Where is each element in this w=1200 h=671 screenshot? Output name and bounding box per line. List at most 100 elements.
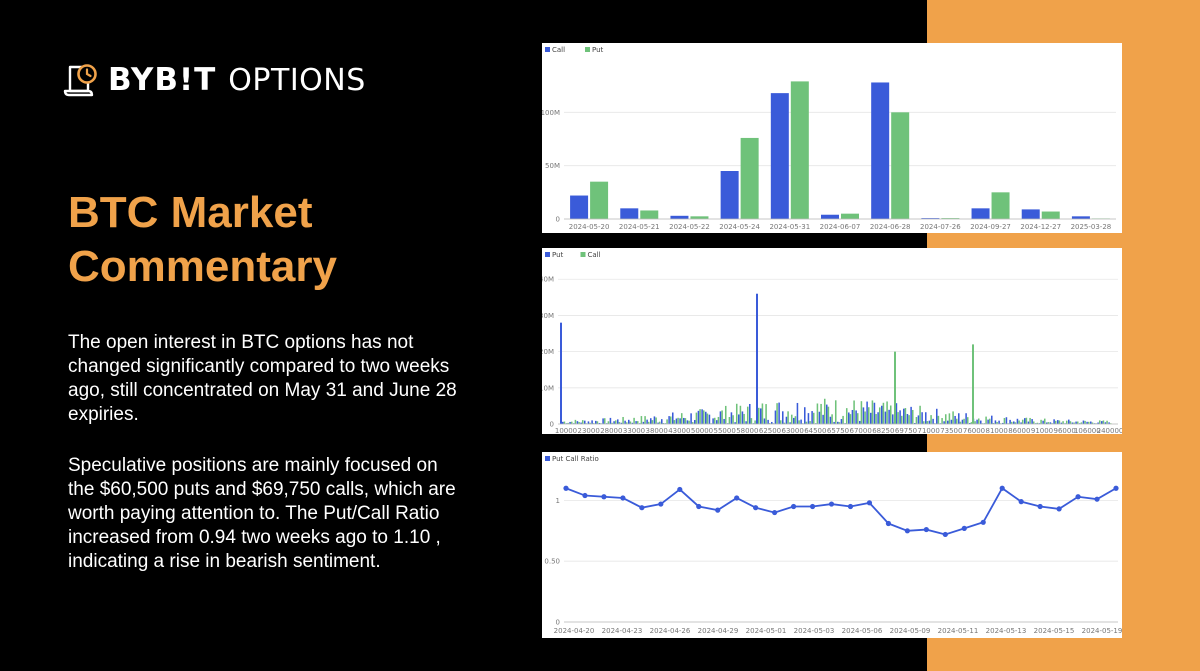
bar-put xyxy=(1041,211,1060,219)
bar-put xyxy=(697,410,700,424)
legend-label: Call xyxy=(552,46,565,54)
bar-put xyxy=(1042,420,1044,424)
bar-put xyxy=(668,416,670,424)
bar-call xyxy=(754,420,756,424)
bar-put xyxy=(620,422,623,424)
bybit-options-logo: BYB!T OPTIONS xyxy=(62,58,366,102)
legend-swatch xyxy=(585,47,590,52)
bar-put xyxy=(862,407,865,424)
bar-call xyxy=(1018,420,1020,424)
bar-put xyxy=(1020,422,1022,424)
bar-call xyxy=(838,422,841,424)
ratio-point xyxy=(677,486,683,493)
bar-put xyxy=(1075,421,1077,424)
bar-call xyxy=(735,403,738,424)
bar-put xyxy=(595,420,597,424)
legend-label: Put xyxy=(592,46,604,54)
bar-put xyxy=(804,407,806,424)
bar-call xyxy=(959,421,962,424)
bar-put xyxy=(958,413,960,424)
bar-call xyxy=(831,414,833,424)
x-tick-label: 91000 xyxy=(1031,427,1053,434)
bar-put xyxy=(1013,421,1015,424)
bar-call xyxy=(1021,209,1040,219)
bar-call xyxy=(589,422,591,424)
bar-highlight-10000 xyxy=(560,322,562,424)
bar-put xyxy=(1060,422,1063,424)
y-tick-label: 0 xyxy=(556,619,560,627)
bar-put xyxy=(998,420,1000,424)
ratio-point xyxy=(601,494,607,500)
bar-put xyxy=(950,419,953,424)
x-tick-label: 68250 xyxy=(872,427,894,434)
bar-call xyxy=(662,423,665,424)
y-tick-label: 0 xyxy=(550,421,554,429)
bar-put xyxy=(1057,420,1059,424)
bar-call xyxy=(897,412,899,424)
bar-put xyxy=(877,412,879,424)
bar-put xyxy=(1071,422,1074,424)
bar-call xyxy=(864,411,866,424)
bar-call xyxy=(684,418,687,424)
bar-highlight-69750 xyxy=(894,351,896,424)
bar-call xyxy=(614,420,617,424)
bar-call xyxy=(563,421,566,424)
bar-put xyxy=(1016,418,1019,424)
bar-call xyxy=(677,417,679,424)
bar-put xyxy=(906,413,909,424)
x-tick-label: 2024-06-07 xyxy=(820,223,861,231)
bar-call xyxy=(728,417,731,424)
bar-call xyxy=(900,415,903,424)
bar-put xyxy=(1108,422,1110,424)
x-tick-label: 2024-05-06 xyxy=(842,627,883,635)
ratio-point xyxy=(1094,496,1100,502)
bar-put xyxy=(1009,419,1011,424)
commentary-paragraph-2: Speculative positions are mainly focused… xyxy=(68,455,456,572)
bar-put xyxy=(826,404,828,424)
bar-call xyxy=(860,401,863,424)
bar-put xyxy=(602,418,604,424)
brand-name: BYB!T xyxy=(108,62,217,98)
bar-call xyxy=(768,423,771,424)
bar-call xyxy=(603,418,606,424)
bar-call xyxy=(713,417,716,424)
bar-put xyxy=(829,416,832,424)
bar-call xyxy=(1003,417,1006,424)
bar-put xyxy=(793,417,795,424)
bar-call xyxy=(821,214,839,219)
bar-put xyxy=(925,412,927,424)
bar-put xyxy=(1090,421,1092,424)
bar-put xyxy=(921,412,923,424)
bar-put xyxy=(822,414,824,424)
bar-call xyxy=(1051,423,1053,424)
bar-call xyxy=(871,82,890,219)
bar-call xyxy=(1076,421,1079,424)
bar-put xyxy=(796,402,799,424)
bar-put xyxy=(888,409,890,424)
ratio-point xyxy=(620,495,626,501)
ratio-point xyxy=(582,492,588,499)
bar-put xyxy=(884,411,887,424)
bar-put xyxy=(679,418,681,424)
bar-call xyxy=(970,422,973,424)
ratio-point xyxy=(809,503,816,510)
y-tick-label: 30M xyxy=(542,312,554,320)
bar-call xyxy=(607,421,610,424)
bar-put xyxy=(1086,421,1088,424)
bar-put xyxy=(642,421,645,424)
bar-call xyxy=(570,421,573,424)
bar-call xyxy=(688,420,690,424)
bar-put xyxy=(811,411,813,424)
legend-label: Put xyxy=(552,251,564,259)
bar-call xyxy=(952,411,954,424)
bar-put xyxy=(859,420,861,424)
y-tick-label: 20M xyxy=(542,348,554,356)
x-tick-label: 2024-05-19 xyxy=(1082,627,1122,635)
bar-call xyxy=(670,215,689,219)
bar-call xyxy=(658,421,661,424)
open-interest-by-expiry-svg: 0 50M 100M Call Put 2024-05-20 2024-05-21 2024-… xyxy=(542,46,1116,231)
bar-put xyxy=(1002,422,1004,424)
legend-swatch xyxy=(545,252,550,257)
bar-call xyxy=(1036,422,1039,424)
bar-call xyxy=(757,407,760,424)
